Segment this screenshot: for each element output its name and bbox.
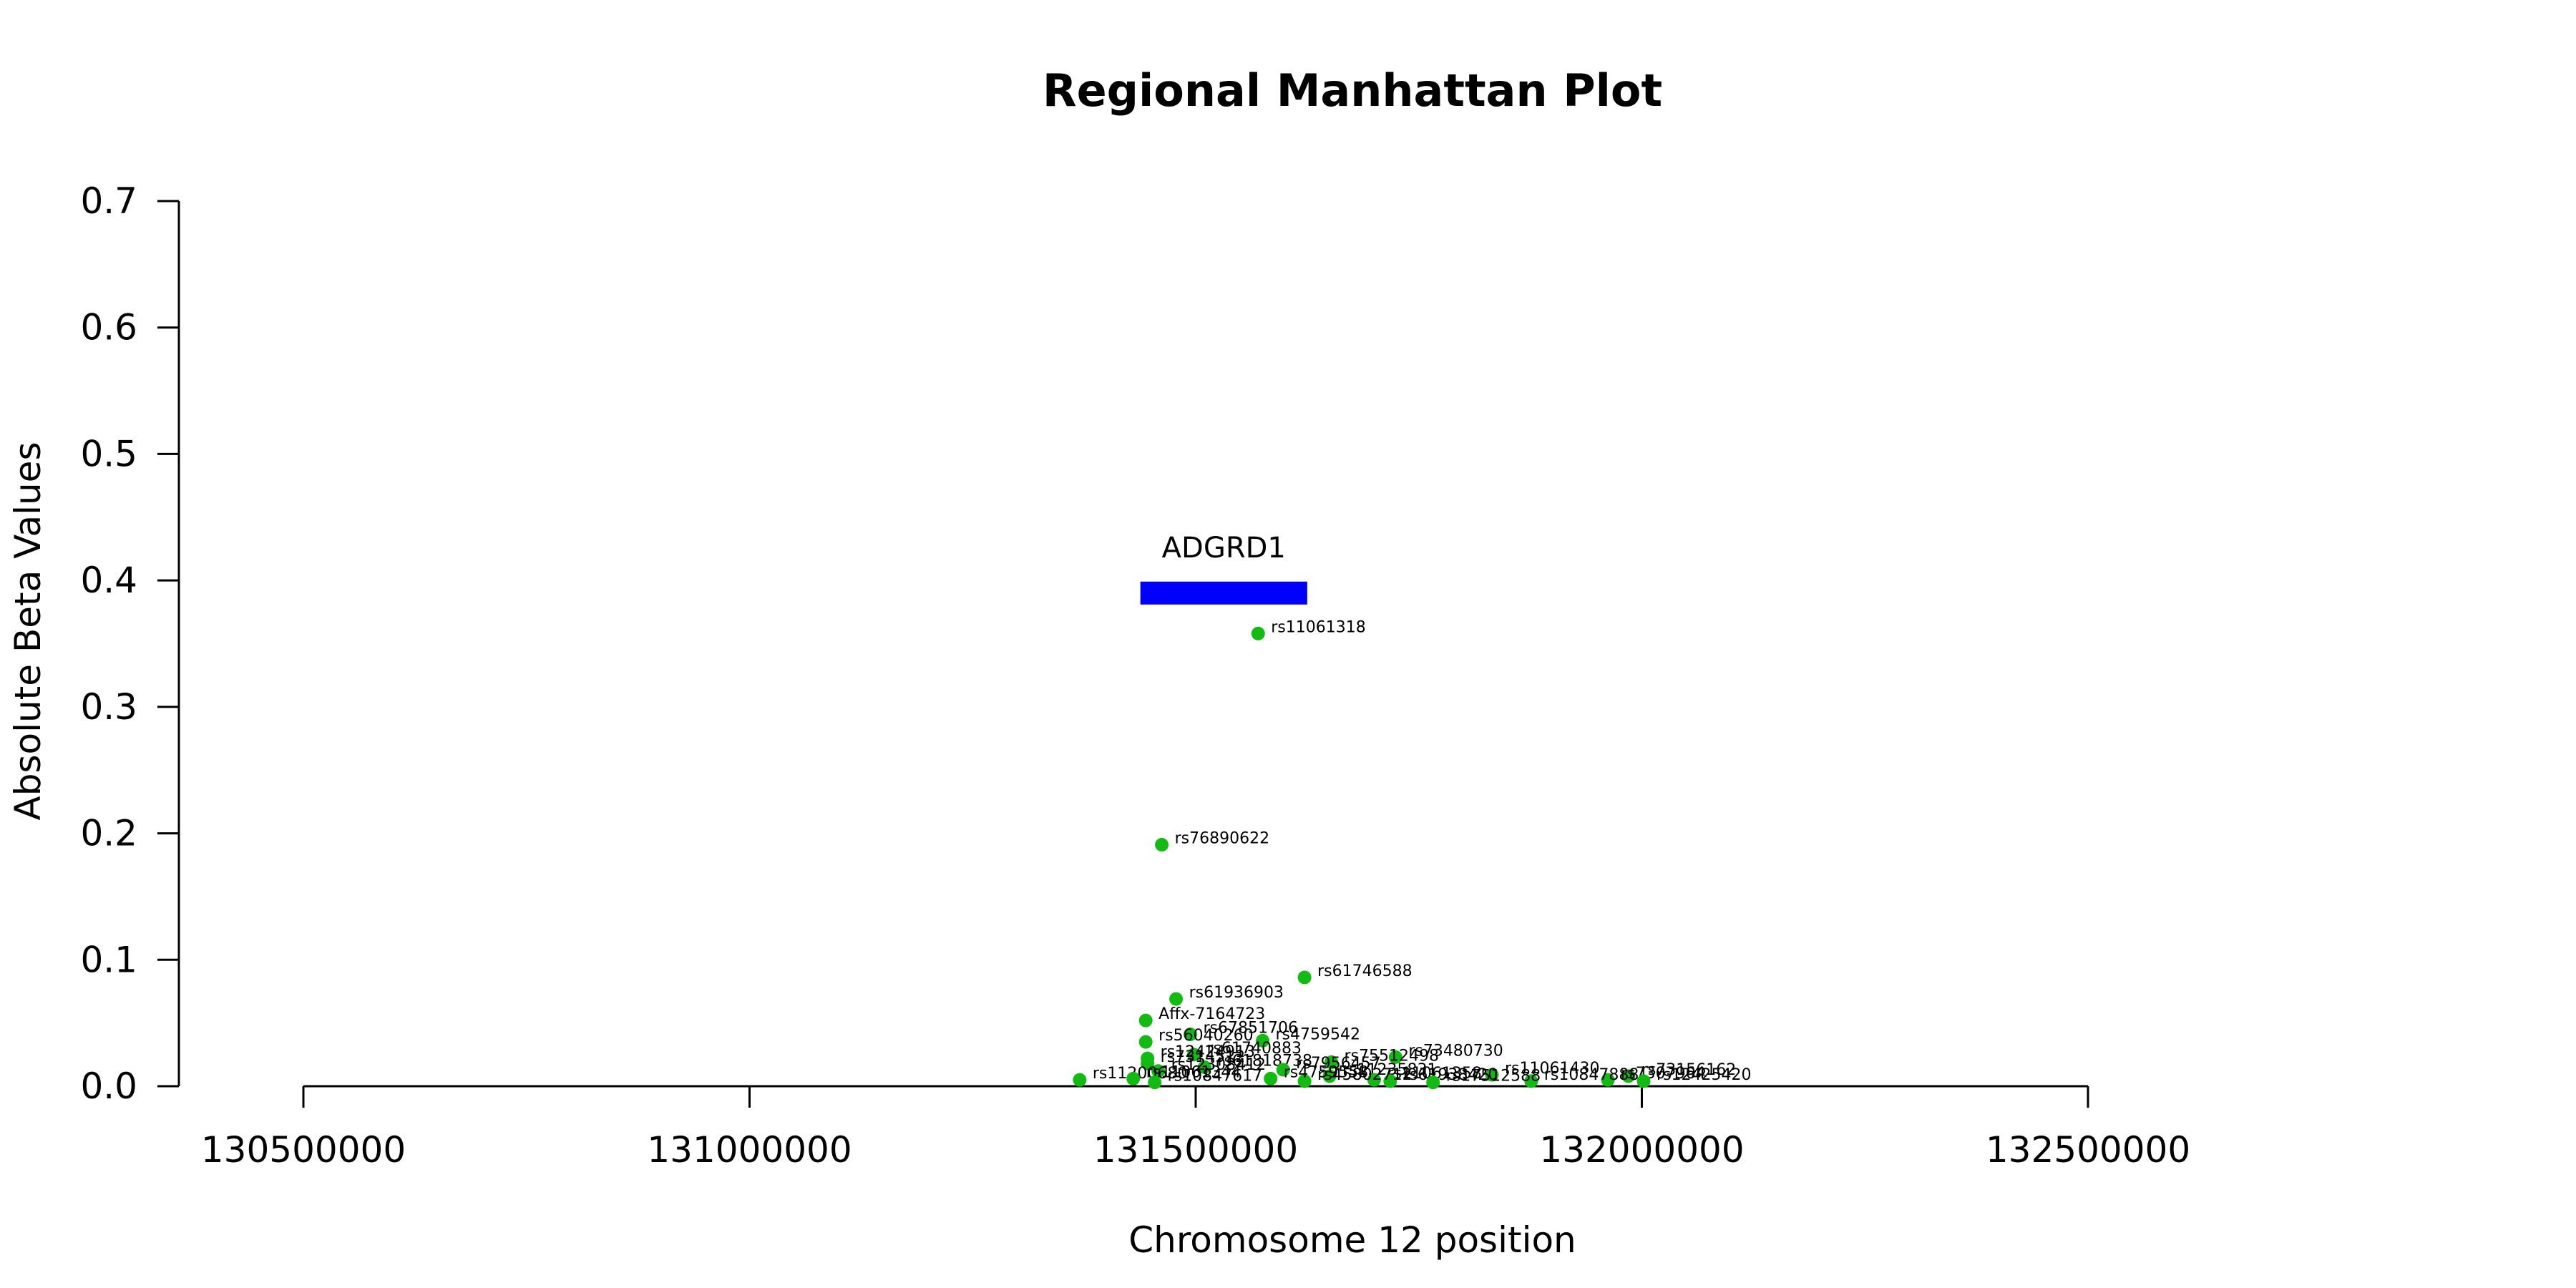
snp-point <box>1073 1073 1087 1087</box>
snp-label: rs56040260 <box>1158 1027 1253 1045</box>
snp-label: rs11061430 <box>1505 1060 1599 1078</box>
snp-label: rs11061344 <box>1146 1063 1241 1081</box>
snp-label: rs73480730 <box>1408 1042 1503 1060</box>
snp-label: rs67851706 <box>1204 1020 1298 1038</box>
snp-label: rs61936903 <box>1189 984 1284 1002</box>
snp-point <box>1621 1069 1636 1083</box>
x-tick-label: 131000000 <box>647 1129 852 1171</box>
snp-point <box>1151 1064 1166 1078</box>
snp-point <box>1601 1073 1615 1087</box>
chart-title: Regional Manhattan Plot <box>1043 64 1662 117</box>
snp-label: rs12308412 <box>1171 1056 1266 1074</box>
snp-point <box>1251 626 1265 640</box>
snp-label: rs11200680 <box>1093 1065 1187 1083</box>
snp-label: rs12425420 <box>1657 1066 1751 1084</box>
x-tick-label: 132500000 <box>1986 1129 2190 1171</box>
snp-point <box>1485 1068 1499 1082</box>
snp-point <box>1155 837 1169 852</box>
snp-point <box>1426 1075 1440 1090</box>
snp-label: rs7307964 <box>1621 1065 1706 1083</box>
snp-point <box>1138 1013 1153 1028</box>
y-tick-label: 0.7 <box>80 180 137 222</box>
x-axis-label: Chromosome 12 position <box>1128 1219 1576 1261</box>
snp-label: rs12424913 <box>1161 1043 1255 1061</box>
snp-point <box>1324 1055 1339 1069</box>
snp-label: rs75512498 <box>1345 1047 1439 1065</box>
snp-label: rs61746588 <box>1317 962 1412 980</box>
snp-label: rs17512588 <box>1446 1068 1541 1085</box>
snp-point <box>1297 1074 1312 1088</box>
gene-track: ADGRD1 <box>1140 532 1307 605</box>
snp-point <box>1276 1063 1290 1077</box>
y-tick-label: 0.5 <box>80 433 137 474</box>
y-axis: 0.0 0.1 0.2 0.3 0.4 0.5 0.6 0.7 <box>80 180 180 1107</box>
snp-point <box>1636 1074 1651 1088</box>
snp-label: rs10847617 <box>1168 1068 1262 1085</box>
x-tick-label: 131500000 <box>1093 1129 1298 1171</box>
snp-label: rs7956457 <box>1296 1055 1381 1073</box>
snp-point <box>1524 1074 1538 1088</box>
snp-label: rs61938420 <box>1403 1066 1498 1084</box>
snp-point <box>1138 1035 1153 1049</box>
snp-label: rs45802712 <box>1317 1066 1412 1084</box>
y-tick-label: 0.1 <box>80 939 137 980</box>
snp-point <box>1187 1048 1201 1062</box>
snp-point <box>1383 1074 1397 1088</box>
snp-point <box>1264 1071 1278 1085</box>
snp-label: rs10847888 <box>1544 1066 1639 1084</box>
snp-point <box>1388 1050 1402 1064</box>
snp-point <box>1367 1073 1381 1087</box>
snp-points: rs11061318 rs76890622 rs61746588 rs61936903… <box>1073 618 1751 1090</box>
snp-point <box>1197 1060 1211 1074</box>
x-tick-label: 132000000 <box>1539 1129 1744 1171</box>
x-tick-label: 130500000 <box>201 1129 406 1171</box>
snp-label: rs61818738 <box>1217 1052 1312 1070</box>
y-tick-label: 0.2 <box>80 813 137 854</box>
snp-point <box>1169 992 1184 1006</box>
snp-point <box>1126 1071 1141 1085</box>
snp-label: Affx-7164723 <box>1158 1005 1265 1023</box>
snp-label: rs73156162 <box>1641 1061 1736 1079</box>
snp-point <box>1322 1069 1337 1083</box>
y-tick-label: 0.3 <box>80 686 137 728</box>
y-tick-label: 0.4 <box>80 560 137 601</box>
snp-label: rs11061318 <box>1271 618 1365 636</box>
x-axis: 130500000 131000000 131500000 132000000 1325… <box>201 1085 2190 1171</box>
snp-point <box>1256 1033 1270 1048</box>
gene-bar <box>1140 581 1307 605</box>
snp-point <box>1148 1075 1162 1090</box>
gene-label: ADGRD1 <box>1162 532 1286 565</box>
snp-point <box>1141 1056 1155 1070</box>
snp-point <box>1297 970 1312 985</box>
y-axis-label: Absolute Beta Values <box>7 442 49 821</box>
y-tick-label: 0.6 <box>80 307 137 348</box>
snp-label: rs4759542 <box>1276 1025 1361 1043</box>
y-tick-label: 0.0 <box>80 1065 137 1107</box>
snp-point <box>1184 1028 1198 1042</box>
snp-label: rs76890622 <box>1175 829 1269 847</box>
snp-label: rs61740883 <box>1207 1040 1302 1058</box>
snp-label: rs4759558 <box>1284 1063 1369 1081</box>
